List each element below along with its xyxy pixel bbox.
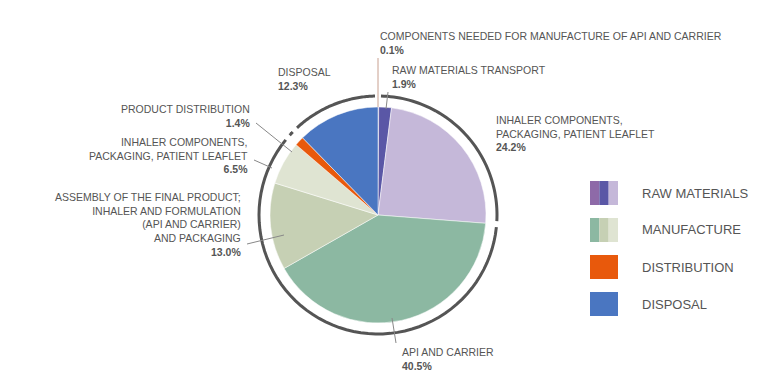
svg-text:RAW MATERIALS: RAW MATERIALS xyxy=(642,186,749,201)
svg-text:INHALER COMPONENTS,PACKAGING,: INHALER COMPONENTS,PACKAGING, PATIENT LE… xyxy=(496,114,655,153)
svg-text:DISPOSAL12.3%: DISPOSAL12.3% xyxy=(278,66,331,92)
svg-text:PRODUCT DISTRIBUTION1.4%: PRODUCT DISTRIBUTION1.4% xyxy=(121,103,250,129)
svg-text:COMPONENTS NEEDED FOR MANUFACT: COMPONENTS NEEDED FOR MANUFACTURE OF API… xyxy=(380,30,722,56)
svg-text:RAW MATERIALS TRANSPORT1.9%: RAW MATERIALS TRANSPORT1.9% xyxy=(392,64,546,90)
svg-text:DISPOSAL: DISPOSAL xyxy=(642,297,707,312)
svg-text:API AND CARRIER40.5%: API AND CARRIER40.5% xyxy=(402,346,494,372)
svg-text:INHALER COMPONENTS,PACKAGING,: INHALER COMPONENTS,PACKAGING, PATIENT LE… xyxy=(89,136,248,175)
svg-text:ASSEMBLY OF THE FINAL PRODUCT;: ASSEMBLY OF THE FINAL PRODUCT;INHALER AN… xyxy=(55,191,241,258)
svg-text:DISTRIBUTION: DISTRIBUTION xyxy=(642,260,734,275)
svg-text:MANUFACTURE: MANUFACTURE xyxy=(642,222,741,237)
